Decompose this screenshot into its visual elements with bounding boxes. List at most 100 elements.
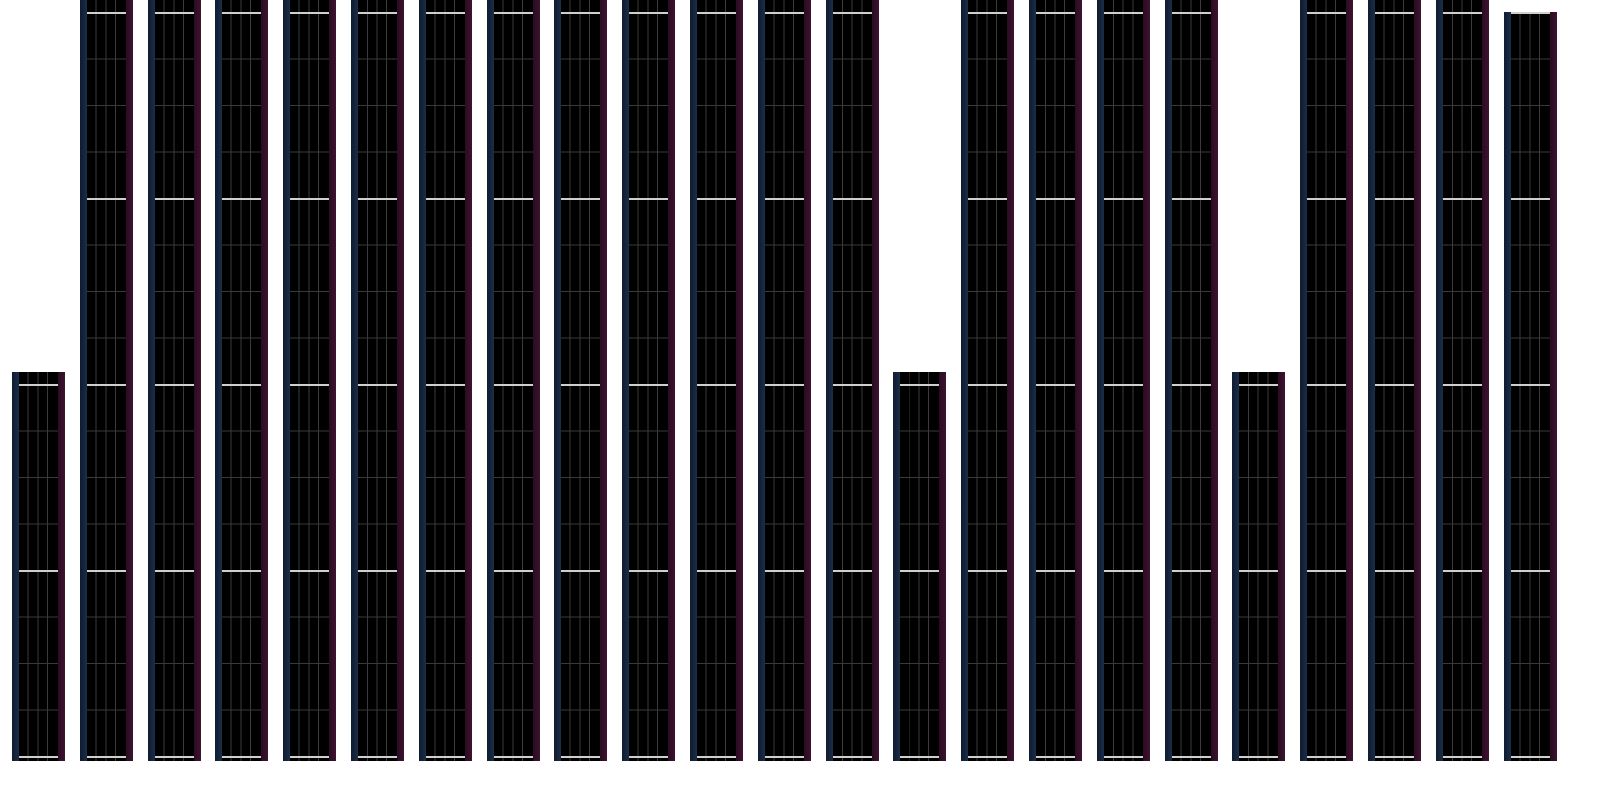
column-right-edge — [1550, 12, 1557, 761]
column-grid — [19, 372, 58, 761]
column-left-edge — [1368, 0, 1375, 761]
column-left-edge — [351, 0, 358, 761]
column-grid — [833, 0, 872, 761]
grid-major-lines — [968, 0, 1007, 761]
column-right-edge — [1414, 0, 1421, 761]
grid-major-lines — [1239, 372, 1278, 761]
grid-major-lines — [155, 0, 194, 761]
column-right-edge — [1143, 0, 1150, 761]
track-column[interactable] — [1097, 0, 1150, 761]
column-left-edge — [1300, 0, 1307, 761]
column-right-edge — [1482, 0, 1489, 761]
column-grid — [968, 0, 1007, 761]
track-column[interactable] — [690, 0, 743, 761]
column-grid — [561, 0, 600, 761]
column-right-edge — [1075, 0, 1082, 761]
track-column[interactable] — [487, 0, 540, 761]
grid-major-lines — [19, 372, 58, 761]
column-right-edge — [329, 0, 336, 761]
track-column[interactable] — [1368, 0, 1421, 761]
column-right-edge — [126, 0, 133, 761]
column-right-edge — [1278, 372, 1285, 761]
column-left-edge — [758, 0, 765, 761]
column-left-edge — [1097, 0, 1104, 761]
column-left-edge — [1029, 0, 1036, 761]
column-right-edge — [465, 0, 472, 761]
column-right-edge — [1211, 0, 1218, 761]
column-right-edge — [58, 372, 65, 761]
column-grid — [697, 0, 736, 761]
track-column[interactable] — [12, 372, 65, 761]
column-grid — [1172, 0, 1211, 761]
track-column[interactable] — [826, 0, 879, 761]
column-left-edge — [622, 0, 629, 761]
column-right-edge — [668, 0, 675, 761]
column-grid — [290, 0, 329, 761]
grid-major-lines — [833, 0, 872, 761]
column-grid — [1443, 0, 1482, 761]
column-right-edge — [1007, 0, 1014, 761]
column-left-edge — [893, 372, 900, 761]
column-grid — [1036, 0, 1075, 761]
track-column[interactable] — [1232, 372, 1285, 761]
column-left-edge — [1165, 0, 1172, 761]
grid-major-lines — [1511, 12, 1550, 761]
track-column[interactable] — [1029, 0, 1082, 761]
track-column[interactable] — [893, 372, 946, 761]
grid-major-lines — [358, 0, 397, 761]
track-column[interactable] — [961, 0, 1014, 761]
column-left-edge — [148, 0, 155, 761]
grid-major-lines — [629, 0, 668, 761]
grid-major-lines — [1036, 0, 1075, 761]
track-column[interactable] — [554, 0, 607, 761]
column-right-edge — [1346, 0, 1353, 761]
track-column[interactable] — [1300, 0, 1353, 761]
track-column[interactable] — [1504, 12, 1557, 761]
column-left-edge — [1504, 12, 1511, 761]
column-left-edge — [1232, 372, 1239, 761]
column-grid — [900, 372, 939, 761]
grid-major-lines — [1443, 0, 1482, 761]
track-column[interactable] — [419, 0, 472, 761]
column-grid — [1239, 372, 1278, 761]
track-column[interactable] — [283, 0, 336, 761]
column-grid — [1511, 12, 1550, 761]
column-right-edge — [872, 0, 879, 761]
column-left-edge — [1436, 0, 1443, 761]
track-column[interactable] — [622, 0, 675, 761]
column-left-edge — [215, 0, 222, 761]
column-right-edge — [397, 0, 404, 761]
grid-major-lines — [1375, 0, 1414, 761]
column-grid — [87, 0, 126, 761]
column-grid — [765, 0, 804, 761]
column-left-edge — [12, 372, 19, 761]
column-left-edge — [554, 0, 561, 761]
column-left-edge — [80, 0, 87, 761]
column-grid — [1307, 0, 1346, 761]
column-right-edge — [804, 0, 811, 761]
grid-major-lines — [697, 0, 736, 761]
column-right-edge — [194, 0, 201, 761]
column-left-edge — [826, 0, 833, 761]
column-right-edge — [736, 0, 743, 761]
grid-major-lines — [1307, 0, 1346, 761]
track-column[interactable] — [1165, 0, 1218, 761]
column-left-edge — [283, 0, 290, 761]
grid-major-lines — [87, 0, 126, 761]
grid-major-lines — [494, 0, 533, 761]
column-grid — [426, 0, 465, 761]
track-column[interactable] — [351, 0, 404, 761]
track-column[interactable] — [148, 0, 201, 761]
track-column[interactable] — [1436, 0, 1489, 761]
track-column[interactable] — [215, 0, 268, 761]
column-right-edge — [533, 0, 540, 761]
track-column[interactable] — [80, 0, 133, 761]
column-left-edge — [419, 0, 426, 761]
grid-major-lines — [1172, 0, 1211, 761]
column-grid — [1104, 0, 1143, 761]
grid-major-lines — [561, 0, 600, 761]
column-grid — [1375, 0, 1414, 761]
track-column[interactable] — [758, 0, 811, 761]
column-right-edge — [939, 372, 946, 761]
grid-major-lines — [222, 0, 261, 761]
